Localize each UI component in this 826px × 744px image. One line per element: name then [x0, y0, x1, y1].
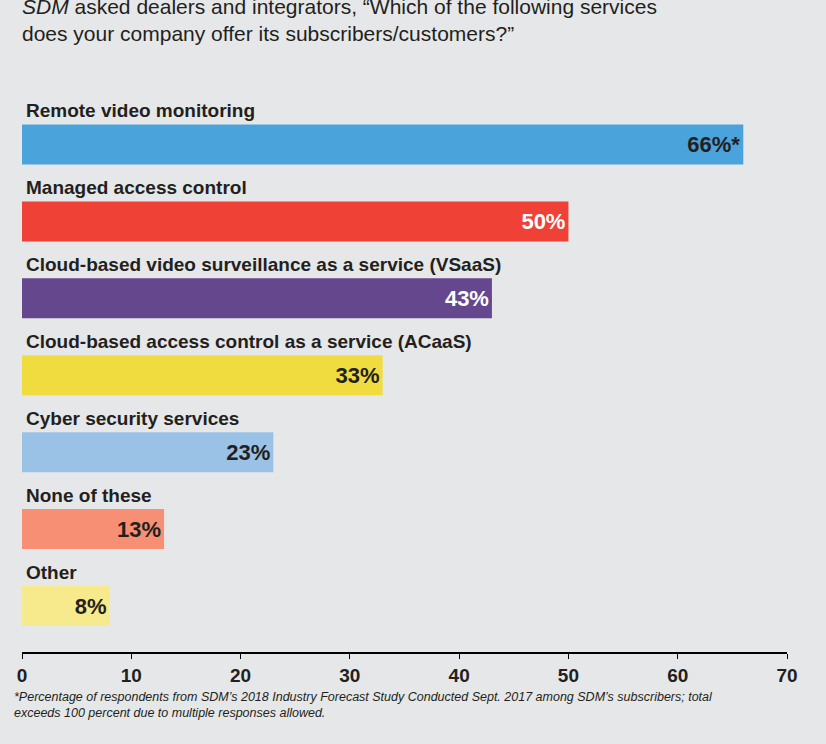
svg-text:Remote video monitoring: Remote video monitoring	[26, 100, 255, 121]
svg-text:23%: 23%	[226, 440, 270, 465]
svg-text:Cloud-based access control as: Cloud-based access control as a service …	[26, 331, 472, 352]
svg-text:Other: Other	[26, 562, 77, 583]
svg-text:8%: 8%	[75, 594, 107, 619]
svg-text:Managed access control: Managed access control	[26, 177, 247, 198]
svg-text:50%: 50%	[521, 209, 565, 234]
svg-text:SDM asked dealers and integrat: SDM asked dealers and integrators, “Whic…	[22, 0, 657, 45]
svg-text:30: 30	[339, 665, 360, 686]
svg-text:None of these: None of these	[26, 485, 152, 506]
svg-text:Cloud-based video surveillance: Cloud-based video surveillance as a serv…	[26, 254, 501, 275]
svg-text:43%: 43%	[445, 286, 489, 311]
svg-text:60: 60	[667, 665, 688, 686]
svg-text:70: 70	[776, 665, 797, 686]
svg-text:40: 40	[449, 665, 470, 686]
svg-text:Cyber security services: Cyber security services	[26, 408, 239, 429]
svg-text:66%*: 66%*	[687, 132, 740, 157]
svg-text:33%: 33%	[336, 363, 380, 388]
svg-text:50: 50	[558, 665, 579, 686]
svg-text:*Percentage of respondents fro: *Percentage of respondents from SDM’s 20…	[14, 690, 713, 720]
svg-text:13%: 13%	[117, 517, 161, 542]
svg-text:10: 10	[121, 665, 142, 686]
svg-text:20: 20	[230, 665, 251, 686]
svg-text:0: 0	[17, 665, 28, 686]
